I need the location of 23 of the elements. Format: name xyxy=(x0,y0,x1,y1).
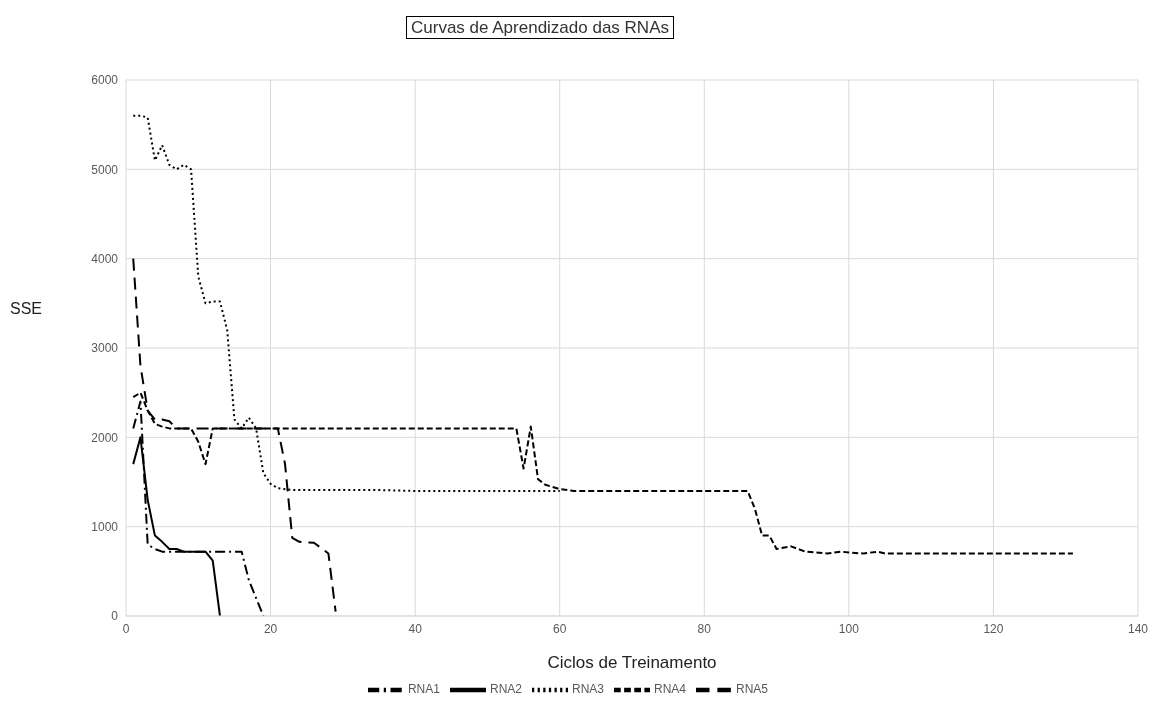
legend-label: RNA1 xyxy=(407,682,440,697)
x-tick-label: 0 xyxy=(122,621,130,636)
legend-label: RNA3 xyxy=(571,682,604,697)
y-axis-title: SSE xyxy=(10,300,43,318)
x-tick-label: 120 xyxy=(983,621,1004,636)
x-tick-label: 40 xyxy=(408,621,423,636)
chart-title: Curvas de Aprendizado das RNAs xyxy=(406,16,674,39)
y-tick-label: 0 xyxy=(111,609,119,624)
x-tick-label: 60 xyxy=(553,621,567,636)
legend-label: RNA5 xyxy=(736,682,769,697)
y-tick-label: 5000 xyxy=(91,162,119,177)
y-tick-label: 2000 xyxy=(91,430,119,445)
y-tick-label: 6000 xyxy=(91,73,119,88)
x-tick-label: 140 xyxy=(1127,621,1149,636)
y-tick-label: 3000 xyxy=(91,341,119,356)
y-tick-label: 1000 xyxy=(91,519,119,534)
legend-label: RNA4 xyxy=(654,682,687,697)
legend-label: RNA2 xyxy=(489,682,522,697)
x-tick-label: 20 xyxy=(263,621,278,636)
x-axis-title: Ciclos de Treinamento xyxy=(547,653,717,672)
x-tick-label: 80 xyxy=(697,621,712,636)
y-tick-label: 4000 xyxy=(91,251,119,266)
x-tick-label: 100 xyxy=(838,621,860,636)
